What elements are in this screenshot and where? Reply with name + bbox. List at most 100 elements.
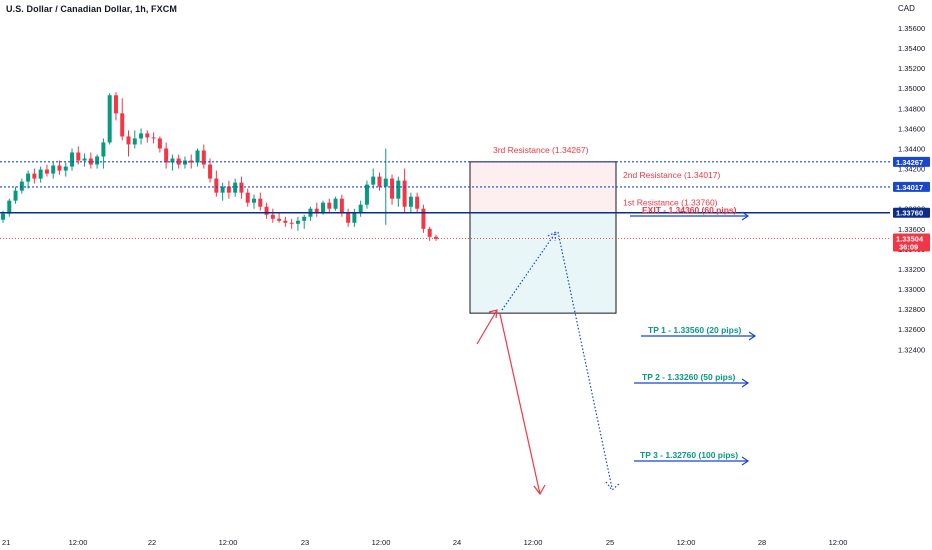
candle	[32, 168, 37, 184]
candle	[314, 202, 319, 217]
candle	[371, 168, 376, 189]
candle-body	[95, 156, 100, 165]
candle-body	[258, 198, 263, 207]
candle-body	[302, 216, 307, 221]
candle	[38, 166, 43, 183]
candle	[333, 196, 338, 211]
current-price-badge-countdown: 36:09	[899, 242, 918, 251]
candle-body	[415, 196, 420, 209]
candle	[139, 128, 144, 145]
candle-body	[208, 164, 213, 179]
candle-body	[70, 152, 75, 167]
candle-body	[264, 206, 269, 215]
trade-zones	[469, 161, 617, 314]
candle-body	[164, 148, 169, 163]
third-resistance-badge-bg	[893, 156, 930, 167]
third-resistance-badge-text: 1.34267	[896, 158, 923, 167]
target-label: EXIT - 1.34360 (60 pips)	[642, 205, 737, 215]
price-tick: 1.33000	[898, 285, 925, 294]
time-axis: 21 12:00 22 12:00 23 12:00 24 12:00 25 12:00 28 12:…	[2, 538, 847, 547]
price-tick: 1.32600	[898, 325, 925, 334]
candle-body	[76, 152, 81, 161]
time-tick: 21	[2, 538, 10, 547]
candle-body	[170, 158, 175, 163]
candle	[26, 170, 31, 189]
candle	[157, 136, 162, 153]
candle	[201, 144, 206, 169]
candle	[113, 92, 118, 121]
candle-body	[364, 184, 369, 205]
candle	[195, 148, 200, 167]
projection-arrows	[476, 230, 621, 496]
candle	[214, 170, 219, 197]
chart-title: U.S. Dollar / Canadian Dollar, 1h, FXCM	[6, 4, 177, 14]
position-box	[469, 161, 617, 314]
candle-body	[427, 228, 432, 237]
candle-body	[358, 204, 363, 213]
candle-body	[239, 182, 244, 193]
candle-body	[57, 165, 62, 171]
target-arrow-head	[741, 211, 750, 221]
candle-body	[421, 208, 426, 229]
time-tick: 22	[148, 538, 156, 547]
candle	[82, 153, 87, 167]
candle-body	[220, 186, 225, 193]
price-tick: 1.35400	[898, 44, 925, 53]
candle	[283, 216, 288, 227]
time-tick: 23	[301, 538, 309, 547]
third-resistance-badge: 1.34267	[893, 156, 930, 167]
price-tick: 1.34600	[898, 124, 925, 133]
price-tick: 1.33600	[898, 225, 925, 234]
price-tick: 1.34200	[898, 165, 925, 174]
candle	[358, 200, 363, 217]
blue-dotted-arrow-down-head	[605, 481, 621, 491]
candle-body	[132, 138, 137, 145]
candle	[101, 138, 106, 169]
candle	[377, 172, 382, 191]
candle	[233, 178, 238, 197]
candle-body	[402, 180, 407, 207]
red-arrow-up	[476, 309, 498, 345]
candle-body	[26, 173, 31, 182]
candle-body	[101, 142, 106, 157]
second-resistance-badge-bg	[893, 181, 930, 192]
candle	[19, 178, 24, 194]
price-tick: 1.34800	[898, 104, 925, 113]
candle-body	[126, 136, 131, 145]
candle	[57, 160, 62, 175]
candle	[396, 176, 401, 207]
candle-body	[233, 182, 238, 193]
candle	[51, 162, 56, 179]
candle-body	[295, 220, 300, 224]
level-lines: 3rd Resistance (1.34267) 2nd Resistance (…	[0, 145, 890, 239]
candle-body	[346, 212, 351, 223]
price-tick: 1.32800	[898, 305, 925, 314]
time-tick: 12:00	[524, 538, 543, 547]
candle-body	[189, 160, 194, 163]
price-tick: 1.35600	[898, 24, 925, 33]
candle	[390, 174, 395, 205]
candle-body	[182, 160, 187, 165]
candle	[182, 156, 187, 169]
candle-body	[176, 158, 181, 165]
candle	[189, 154, 194, 169]
price-tick: 1.33200	[898, 265, 925, 274]
currency-label: CAD	[898, 4, 915, 13]
candle	[176, 154, 181, 169]
candle	[170, 154, 175, 171]
target-labels: EXIT - 1.34360 (60 pips) TP 1 - 1.33560 (…	[630, 205, 757, 466]
candle	[88, 152, 93, 169]
candle-body	[214, 178, 219, 193]
candle	[289, 218, 294, 229]
candle-body	[245, 192, 250, 203]
current-price-badge-bg	[893, 233, 930, 252]
first-resistance-badge-bg	[893, 207, 930, 218]
target-arrow-head	[741, 378, 750, 388]
time-tick: 12:00	[829, 538, 848, 547]
candle-body	[327, 202, 332, 209]
candle-body	[13, 190, 18, 201]
target-1: TP 1 - 1.33560 (20 pips)	[641, 325, 757, 341]
candle	[63, 162, 68, 177]
blue-dotted-arrow-down	[557, 231, 613, 489]
